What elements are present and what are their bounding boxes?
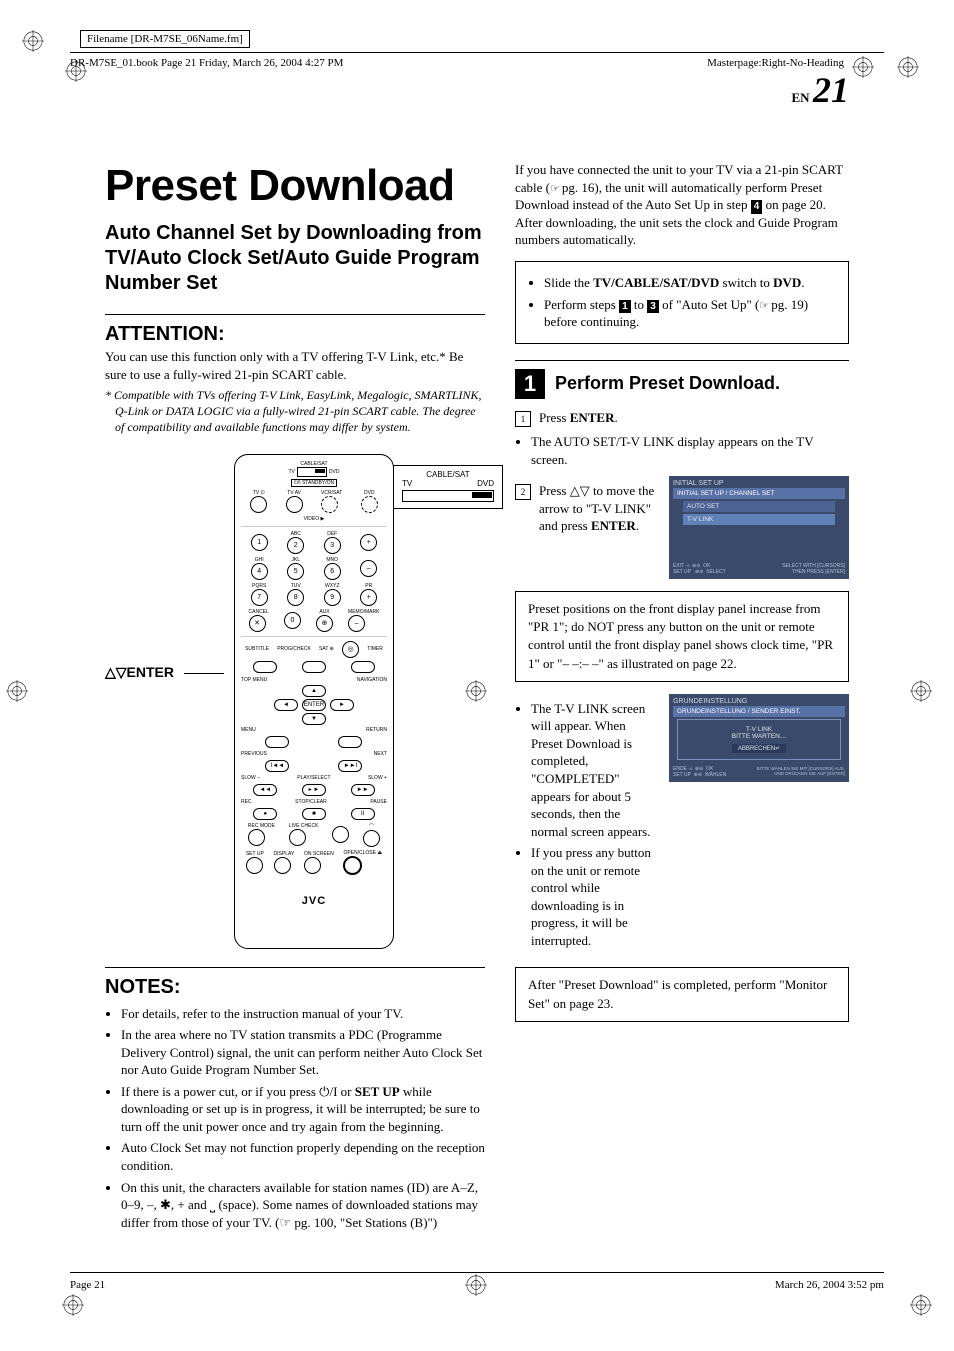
substep-1-text: Press ENTER. (539, 409, 618, 427)
attention-footnote: * Compatible with TVs offering T-V Link,… (105, 387, 485, 436)
after-bullets: The T-V LINK screen will appear. When Pr… (515, 700, 657, 950)
switch-callout: CABLE/SAT TVDVD (393, 465, 503, 509)
remote-illustration: CABLE/SAT TVDVD CABLE/SAT TV (234, 454, 394, 949)
attention-body: You can use this function only with a TV… (105, 348, 485, 383)
top-header: Filename [DR-M7SE_06Name.fm] DR-M7SE_01.… (70, 30, 884, 69)
pre-instructions-box: Slide the TV/CABLE/SAT/DVD switch to DVD… (515, 261, 849, 344)
reg-mark-ml (6, 680, 28, 702)
substep-1-bullet: The AUTO SET/T-V LINK display appears on… (531, 433, 849, 468)
after-bullet-item: The T-V LINK screen will appear. When Pr… (531, 700, 657, 840)
substep-1-icon: 1 (515, 411, 531, 427)
step-number-icon: 1 (515, 369, 545, 399)
left-column: Preset Download Auto Channel Set by Down… (105, 161, 485, 1237)
bookline: DR-M7SE_01.book Page 21 Friday, March 26… (70, 57, 343, 69)
osd-screenshot-1: INITIAL SET UP INITIAL SET UP / CHANNEL … (669, 476, 849, 579)
prebox-item: Slide the TV/CABLE/SAT/DVD switch to DVD… (544, 274, 836, 292)
page-title: Preset Download (105, 161, 485, 211)
reg-mark-tr (897, 56, 919, 78)
substep-2-icon: 2 (515, 484, 531, 500)
notes-item: Auto Clock Set may not function properly… (121, 1139, 485, 1174)
prebox-item: Perform steps 1 to 3 of "Auto Set Up" (p… (544, 296, 836, 331)
substep-2-text: Press △▽ to move the arrow to "T-V LINK"… (539, 482, 657, 535)
footer-page: Page 21 (70, 1279, 105, 1291)
after-bullet-item: If you press any button on the unit or r… (531, 844, 657, 949)
filename-box: Filename [DR-M7SE_06Name.fm] (80, 30, 250, 48)
reg-mark-mc (465, 680, 487, 702)
footer-date: March 26, 2004 3:52 pm (775, 1279, 884, 1291)
jvc-logo: JVC (241, 895, 387, 907)
step-1-header: 1 Perform Preset Download. (515, 360, 849, 399)
notes-item: On this unit, the characters available f… (121, 1179, 485, 1232)
step-title: Perform Preset Download. (555, 373, 780, 394)
notes-heading: NOTES: (105, 976, 485, 999)
remote-left-label: △▽ENTER (105, 664, 174, 681)
reg-mark-mr (910, 680, 932, 702)
masterpage: Masterpage:Right-No-Heading (707, 57, 844, 69)
page-number: EN 21 (105, 69, 849, 111)
intro-text: If you have connected the unit to your T… (515, 161, 849, 249)
notes-item: If there is a power cut, or if you press… (121, 1083, 485, 1136)
notes-item: For details, refer to the instruction ma… (121, 1005, 485, 1023)
notes-item: In the area where no TV station transmit… (121, 1026, 485, 1079)
right-column: If you have connected the unit to your T… (515, 161, 849, 1237)
osd-screenshot-2: GRUNDEINSTELLUNG GRUNDEINSTELLUNG / SEND… (669, 694, 849, 782)
reg-mark-bl (62, 1294, 84, 1316)
page-subtitle: Auto Channel Set by Downloading from TV/… (105, 221, 485, 296)
notes-list: For details, refer to the instruction ma… (105, 1005, 485, 1232)
page-footer: Page 21 March 26, 2004 3:52 pm (70, 1272, 884, 1291)
reg-mark-br (910, 1294, 932, 1316)
mid-note-box: Preset positions on the front display pa… (515, 591, 849, 682)
final-note-box: After "Preset Download" is completed, pe… (515, 967, 849, 1021)
attention-heading: ATTENTION: (105, 323, 485, 346)
reg-mark-tl (22, 30, 44, 52)
